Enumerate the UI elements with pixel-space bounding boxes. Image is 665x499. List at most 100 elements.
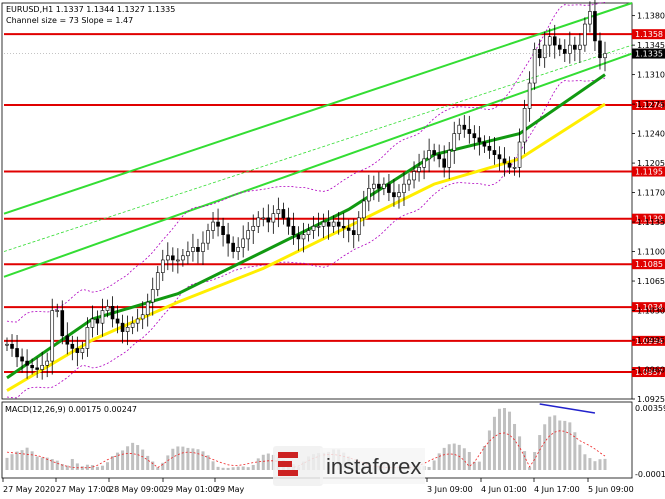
candle-body xyxy=(382,183,386,189)
candle-body xyxy=(462,124,467,130)
candle-body xyxy=(80,348,85,353)
time-tick-label: 29 May xyxy=(215,485,245,494)
macd-max-label: 0.00359 xyxy=(635,404,665,413)
macd-histogram-bar xyxy=(508,411,512,470)
macd-histogram-bar xyxy=(146,455,150,470)
macd-histogram-bar xyxy=(161,462,165,470)
macd-histogram-bar xyxy=(477,461,481,470)
candle-body xyxy=(236,247,240,252)
price-tick-label: 1.1030 xyxy=(637,307,665,316)
candle-body xyxy=(65,335,70,345)
level-label: 1.1034 xyxy=(635,303,663,312)
candle-body xyxy=(271,213,276,223)
macd-histogram-bar xyxy=(60,464,64,470)
candle-body xyxy=(155,272,160,290)
candle-body xyxy=(206,230,210,244)
current-price-label: 1.1335 xyxy=(635,50,663,59)
macd-histogram-bar xyxy=(502,408,506,470)
macd-histogram-bar xyxy=(85,464,89,470)
macd-histogram-bar xyxy=(156,467,160,470)
candle-body xyxy=(241,238,245,248)
level-badge xyxy=(632,367,665,378)
price-tick-label: 1.1100 xyxy=(637,248,665,257)
channel-line xyxy=(3,52,633,278)
candle-body xyxy=(60,310,65,337)
level-badge xyxy=(632,259,665,270)
candle-body xyxy=(191,247,195,252)
macd-histogram-bar xyxy=(241,466,245,470)
candle-body xyxy=(432,150,436,155)
macd-histogram-bar xyxy=(141,449,145,470)
candle-body xyxy=(512,166,517,169)
price-tick-label: 1.1065 xyxy=(637,277,665,286)
candle-body xyxy=(477,137,482,143)
macd-label: MACD(12,26,9) 0.00175 0.00247 xyxy=(5,405,137,414)
candle-body xyxy=(407,179,411,185)
candle-body xyxy=(110,306,115,320)
candle-body xyxy=(427,150,431,160)
level-badge xyxy=(632,29,665,40)
macd-histogram-bar xyxy=(583,454,587,470)
macd-histogram-bar xyxy=(432,460,436,470)
current-price-badge xyxy=(632,48,665,59)
candle-body xyxy=(226,234,230,244)
macd-histogram-bar xyxy=(221,467,225,470)
candle-body xyxy=(547,36,552,46)
macd-histogram-bar xyxy=(457,444,461,470)
candle-body xyxy=(598,40,602,59)
symbol-info: EURUSD,H1 1.1337 1.1344 1.1327 1.1335 xyxy=(6,5,175,14)
ma-green-line xyxy=(6,73,606,380)
candle-body xyxy=(140,314,145,320)
price-tick-label: 1.1345 xyxy=(637,41,665,50)
macd-histogram-bar xyxy=(100,465,104,470)
candle-body xyxy=(497,154,502,160)
candle-body xyxy=(377,183,381,189)
candle-body xyxy=(573,44,577,50)
macd-histogram-bar xyxy=(492,416,496,470)
time-tick-label: 3 Jun 09:00 xyxy=(427,485,473,494)
candle-body xyxy=(246,230,251,240)
macd-histogram-bar xyxy=(603,458,607,470)
macd-histogram-bar xyxy=(231,467,235,470)
candle-body xyxy=(125,327,130,332)
candle-body xyxy=(467,129,472,134)
price-tick-label: 1.1170 xyxy=(637,189,665,198)
candle-body xyxy=(186,251,190,257)
macd-histogram-bar xyxy=(70,458,74,470)
price-tick-label: 1.1240 xyxy=(637,130,665,139)
candle-body xyxy=(336,221,341,227)
candle-body xyxy=(181,255,185,261)
candle-body xyxy=(356,217,361,236)
candle-body xyxy=(442,158,446,168)
candle-body xyxy=(372,183,376,189)
candle-body xyxy=(211,221,215,231)
macd-histogram-bar xyxy=(578,444,582,470)
macd-histogram-bar xyxy=(176,446,180,470)
macd-histogram-bar xyxy=(598,459,602,470)
time-tick-label: 5 Jun 09:00 xyxy=(588,485,634,494)
candle-body xyxy=(482,141,487,147)
macd-histogram-bar xyxy=(35,456,39,470)
candle-body xyxy=(15,348,19,358)
candle-body xyxy=(105,306,110,311)
candle-body xyxy=(367,188,371,202)
macd-histogram-bar xyxy=(201,451,205,470)
candle-body xyxy=(286,217,291,227)
candle-body xyxy=(522,108,527,143)
candle-body xyxy=(301,234,306,240)
macd-histogram-bar xyxy=(472,461,476,470)
candle-body xyxy=(306,230,311,236)
macd-histogram-bar xyxy=(256,458,260,470)
candle-body xyxy=(321,221,326,227)
price-tick-label: 1.0995 xyxy=(637,336,665,345)
macd-histogram-bar xyxy=(588,458,592,470)
candle-body xyxy=(502,158,507,164)
candle-body xyxy=(507,162,512,168)
macd-histogram-bar xyxy=(442,447,446,470)
candle-body xyxy=(603,53,607,59)
candle-body xyxy=(221,225,225,236)
channel-info: Channel size = 73 Slope = 1.47 xyxy=(6,16,133,25)
level-label: 1.1274 xyxy=(635,101,663,110)
candle-body xyxy=(261,217,266,220)
candle-body xyxy=(346,227,351,231)
